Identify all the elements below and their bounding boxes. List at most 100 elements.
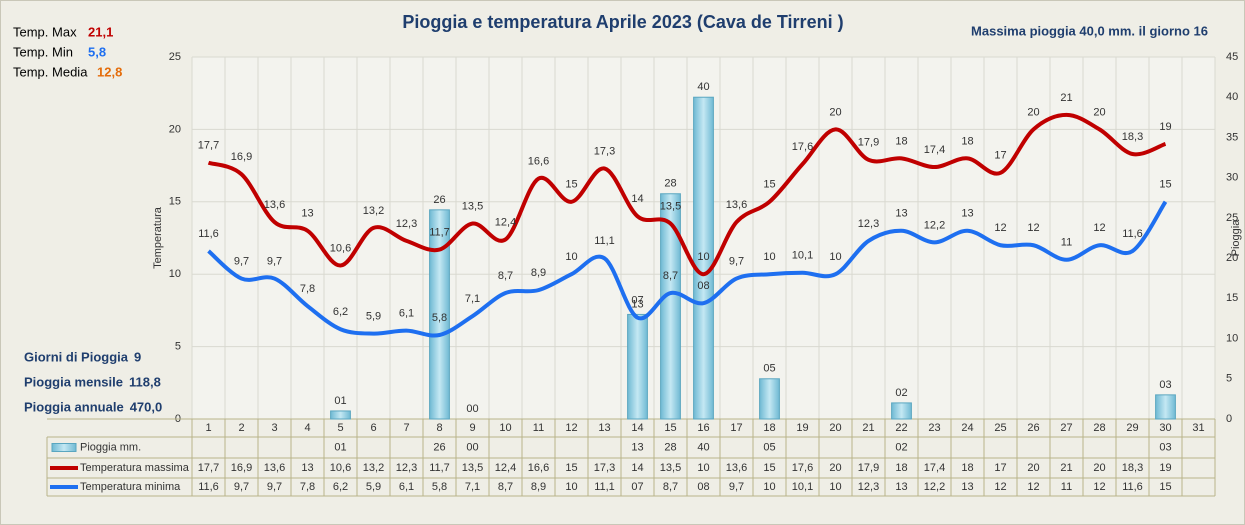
table-cell: 05 (763, 441, 775, 453)
data-label: 20 (1093, 106, 1105, 118)
y2-tick-label: 20 (1226, 252, 1238, 264)
x-tick-label: 25 (994, 422, 1006, 434)
data-label: 11,1 (594, 235, 615, 247)
subtitle: Massima pioggia 40,0 mm. il giorno 16 (971, 23, 1208, 38)
table-cell: 28 (664, 441, 676, 453)
x-tick-label: 1 (205, 422, 211, 434)
legend-swatch (51, 443, 77, 452)
data-label: 17,6 (792, 141, 813, 153)
line (207, 200, 1168, 338)
x-tick-label: 20 (829, 422, 841, 434)
data-label: 7,1 (465, 293, 480, 305)
x-tick-label: 18 (763, 422, 775, 434)
stat-value: 5,8 (88, 44, 106, 59)
x-tick-label: 3 (271, 422, 277, 434)
data-label: 10,1 (792, 250, 813, 262)
bar (627, 313, 648, 420)
table-cell: 7,8 (300, 481, 315, 493)
table-cell: 8,7 (663, 481, 678, 493)
data-label: 00 (466, 403, 478, 415)
table-cell: 16,6 (528, 462, 549, 474)
data-label: 10 (763, 251, 775, 263)
table-cell: 20 (1027, 462, 1039, 474)
data-label: 11,6 (1122, 228, 1143, 240)
data-label: 17 (994, 150, 1006, 162)
y2-tick-label: 40 (1226, 91, 1238, 103)
stat-value: 21,1 (88, 24, 113, 39)
x-tick-label: 21 (862, 422, 874, 434)
data-label: 10 (565, 251, 577, 263)
stat-label: Temp. Media (13, 64, 88, 79)
data-label: 13,2 (363, 205, 384, 217)
line (207, 112, 1167, 277)
data-label: 11 (1061, 237, 1072, 249)
data-label: 19 (1159, 121, 1171, 133)
data-label: 7,8 (300, 283, 315, 295)
table-cell: 01 (334, 441, 346, 453)
data-label: 07 (631, 295, 643, 307)
table-cell: 13,5 (660, 462, 681, 474)
chart-title: Pioggia e temperatura Aprile 2023 (Cava … (402, 12, 843, 32)
y-tick-label: 20 (169, 123, 181, 135)
table-cell: 20 (829, 462, 841, 474)
data-label: 13 (631, 298, 643, 310)
table-cell: 08 (697, 481, 709, 493)
table-cell: 10 (697, 462, 709, 474)
data-label: 20 (1027, 106, 1039, 118)
table-cell: 10,1 (792, 481, 813, 493)
table-cell: 13,5 (462, 462, 483, 474)
table-cell: 07 (631, 481, 643, 493)
data-label: 12,3 (858, 218, 879, 230)
data-label: 13,6 (726, 199, 747, 211)
y-axis-label: Temperatura (152, 206, 164, 269)
x-tick-label: 23 (928, 422, 940, 434)
table-cell: 13 (961, 481, 973, 493)
x-tick-label: 17 (730, 422, 742, 434)
table-cell: 10 (565, 481, 577, 493)
data-label: 40 (697, 81, 709, 93)
x-tick-label: 9 (469, 422, 475, 434)
table-cell: 11,6 (198, 481, 219, 493)
stat-value: 12,8 (97, 64, 122, 79)
x-tick-label: 19 (796, 422, 808, 434)
table-cell: 12,4 (495, 462, 516, 474)
data-label: 6,1 (399, 308, 414, 320)
data-label: 02 (895, 387, 907, 399)
x-tick-label: 27 (1060, 422, 1072, 434)
data-label: 01 (334, 395, 346, 407)
data-label: 18 (961, 135, 973, 147)
data-label: 15 (763, 179, 775, 191)
data-label: 03 (1159, 379, 1171, 391)
bar (429, 209, 450, 420)
y-tick-label: 10 (169, 268, 181, 280)
table-cell: 7,1 (465, 481, 480, 493)
data-label: 13 (301, 208, 313, 220)
x-tick-label: 30 (1159, 422, 1171, 434)
data-label: 08 (697, 280, 709, 292)
data-label: 9,7 (267, 255, 282, 267)
stat-label: Temp. Max (13, 24, 77, 39)
data-label: 11,7 (429, 226, 450, 238)
legend-label: Temperatura massima (80, 462, 190, 474)
x-tick-label: 10 (499, 422, 511, 434)
table-cell: 18 (961, 462, 973, 474)
table-cell: 13,2 (363, 462, 384, 474)
y2-tick-label: 25 (1226, 212, 1238, 224)
bar (759, 378, 780, 420)
table-cell: 00 (466, 441, 478, 453)
table-cell: 11 (1061, 481, 1072, 493)
x-tick-label: 7 (403, 422, 409, 434)
x-tick-label: 16 (697, 422, 709, 434)
bar (660, 193, 681, 420)
table-cell: 26 (433, 441, 445, 453)
stat-label: Pioggia annuale (24, 399, 124, 414)
x-tick-label: 24 (961, 422, 973, 434)
data-label: 5,8 (432, 312, 447, 324)
data-label: 12,2 (924, 219, 945, 231)
stat-value: 470,0 (130, 399, 163, 414)
table-cell: 15 (763, 462, 775, 474)
table-cell: 17,9 (858, 462, 879, 474)
bar (891, 402, 912, 420)
table-cell: 13,6 (264, 462, 285, 474)
